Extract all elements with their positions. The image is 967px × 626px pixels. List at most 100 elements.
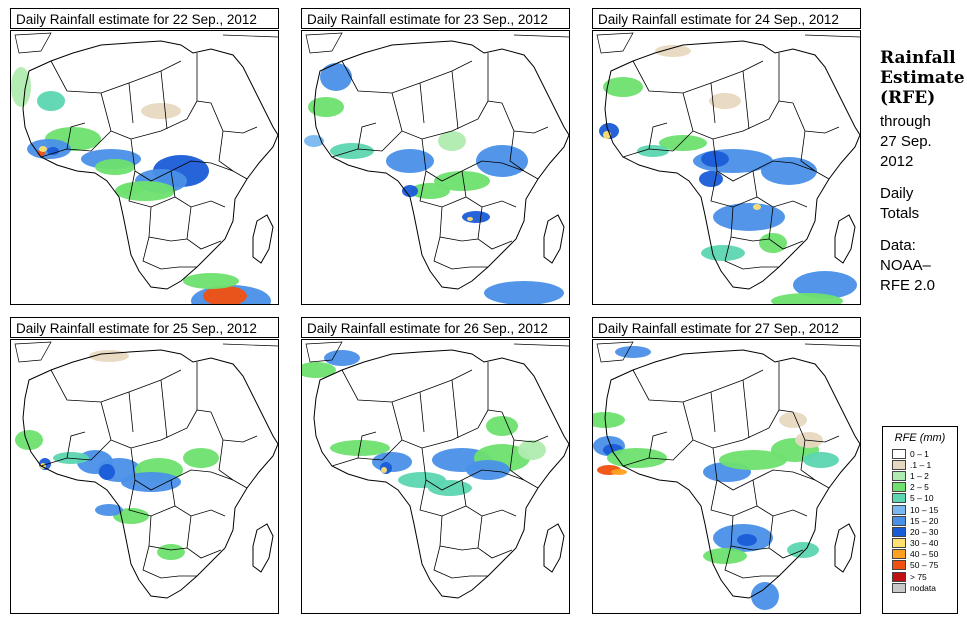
legend-label: 5 – 10 xyxy=(910,493,934,504)
arabia-coast xyxy=(222,343,278,347)
rainfall-patch xyxy=(372,452,412,472)
map-panel-27-sep: Daily Rainfall estimate for 27 Sep., 201… xyxy=(592,317,863,614)
legend-swatch xyxy=(892,538,906,549)
country-border xyxy=(331,439,403,467)
madagascar-fill xyxy=(835,524,855,572)
africa-map xyxy=(10,30,279,305)
legend-item: 50 – 75 xyxy=(892,560,957,571)
country-border xyxy=(792,411,840,443)
coastline xyxy=(604,349,860,599)
country-border xyxy=(419,82,425,124)
legend-label: 0 – 1 xyxy=(910,448,929,459)
country-border xyxy=(186,206,222,250)
country-border xyxy=(196,362,212,413)
arabia-coast xyxy=(804,343,860,347)
country-border xyxy=(66,431,86,459)
rainfall-patch xyxy=(713,203,785,231)
rainfall-patch xyxy=(320,63,352,91)
legend-item: 20 – 30 xyxy=(892,526,957,537)
country-border xyxy=(477,515,513,559)
rainfall-patch xyxy=(95,504,123,516)
panel-title: Daily Rainfall estimate for 22 Sep., 201… xyxy=(10,8,279,29)
rainfall-patch xyxy=(659,135,707,151)
rainfall-patch xyxy=(803,452,839,468)
country-border xyxy=(100,92,198,140)
country-border xyxy=(210,102,258,134)
legend-label: 20 – 30 xyxy=(910,526,939,537)
country-border xyxy=(487,53,503,104)
country-border xyxy=(710,391,716,433)
country-border xyxy=(331,130,403,158)
country-border xyxy=(341,369,473,403)
rainfall-patch xyxy=(761,157,817,185)
rainfall-patch xyxy=(324,350,360,366)
rainfall-patch xyxy=(302,362,336,378)
legend-swatch xyxy=(892,470,906,481)
rainfall-patch xyxy=(611,469,627,475)
africa-map xyxy=(10,339,279,614)
totals-label: Totals xyxy=(880,205,920,222)
africa-map xyxy=(592,339,861,614)
country-border xyxy=(509,130,539,180)
legend-label: 15 – 20 xyxy=(910,515,939,526)
madagascar-fill xyxy=(253,524,273,572)
rainfall-patch xyxy=(308,97,344,117)
rainfall-patch xyxy=(398,472,446,488)
rainfall-patch xyxy=(304,135,324,147)
source-line: RFE 2.0 xyxy=(880,277,936,294)
country-border xyxy=(768,515,804,559)
country-border xyxy=(501,411,549,443)
country-border xyxy=(509,439,539,489)
country-border xyxy=(451,70,459,130)
legend-swatch xyxy=(892,571,906,582)
rainfall-patch xyxy=(11,67,31,107)
country-border xyxy=(730,515,770,551)
daily-label: Daily xyxy=(880,185,914,202)
date-line: 2012 xyxy=(880,153,914,170)
rainfall-map-svg xyxy=(596,32,860,304)
country-border xyxy=(341,60,473,94)
map-panel-25-sep: Daily Rainfall estimate for 25 Sep., 201… xyxy=(10,317,281,614)
rainfall-patch xyxy=(709,93,741,109)
legend-swatch xyxy=(892,493,906,504)
country-border xyxy=(724,236,779,270)
legend-label: 40 – 50 xyxy=(910,549,939,560)
rainfall-patch xyxy=(157,544,185,560)
panel-title: Daily Rainfall estimate for 26 Sep., 201… xyxy=(301,317,570,338)
legend-item: 30 – 40 xyxy=(892,538,957,549)
rainfall-patch xyxy=(593,412,625,428)
rainfall-patch xyxy=(99,464,115,480)
country-border xyxy=(768,206,804,250)
rainfall-map-svg xyxy=(302,341,569,599)
title-line: Rainfall xyxy=(880,48,956,68)
legend-label: nodata xyxy=(910,582,936,593)
rainfall-patch xyxy=(95,159,135,175)
madagascar-coastline xyxy=(252,214,274,264)
map-panel-23-sep: Daily Rainfall estimate for 23 Sep., 201… xyxy=(301,8,572,305)
coastline xyxy=(313,40,569,290)
country-border xyxy=(128,479,176,517)
panel-title: Daily Rainfall estimate for 27 Sep., 201… xyxy=(592,317,861,338)
date-line: 27 Sep. xyxy=(880,133,932,150)
rainfall-patch xyxy=(39,146,47,152)
country-border xyxy=(632,60,764,94)
country-border xyxy=(196,53,212,104)
iberia-coast xyxy=(596,32,634,54)
legend-title: RFE (mm) xyxy=(894,432,946,444)
legend-item: 1 – 2 xyxy=(892,470,957,481)
country-border xyxy=(210,411,258,443)
country-border xyxy=(128,391,134,433)
rainfall-patch xyxy=(518,440,546,460)
land-fill xyxy=(314,350,569,598)
country-border xyxy=(742,70,750,130)
iberia-coast xyxy=(305,32,343,54)
title-line: Estimate xyxy=(880,68,965,88)
rainfall-patch xyxy=(386,149,434,173)
rainfall-patch xyxy=(759,233,787,253)
country-border xyxy=(433,545,488,579)
country-border xyxy=(439,206,479,242)
legend-swatch xyxy=(892,549,906,560)
rainfall-layer xyxy=(302,350,546,496)
rainfall-patch xyxy=(719,450,787,470)
